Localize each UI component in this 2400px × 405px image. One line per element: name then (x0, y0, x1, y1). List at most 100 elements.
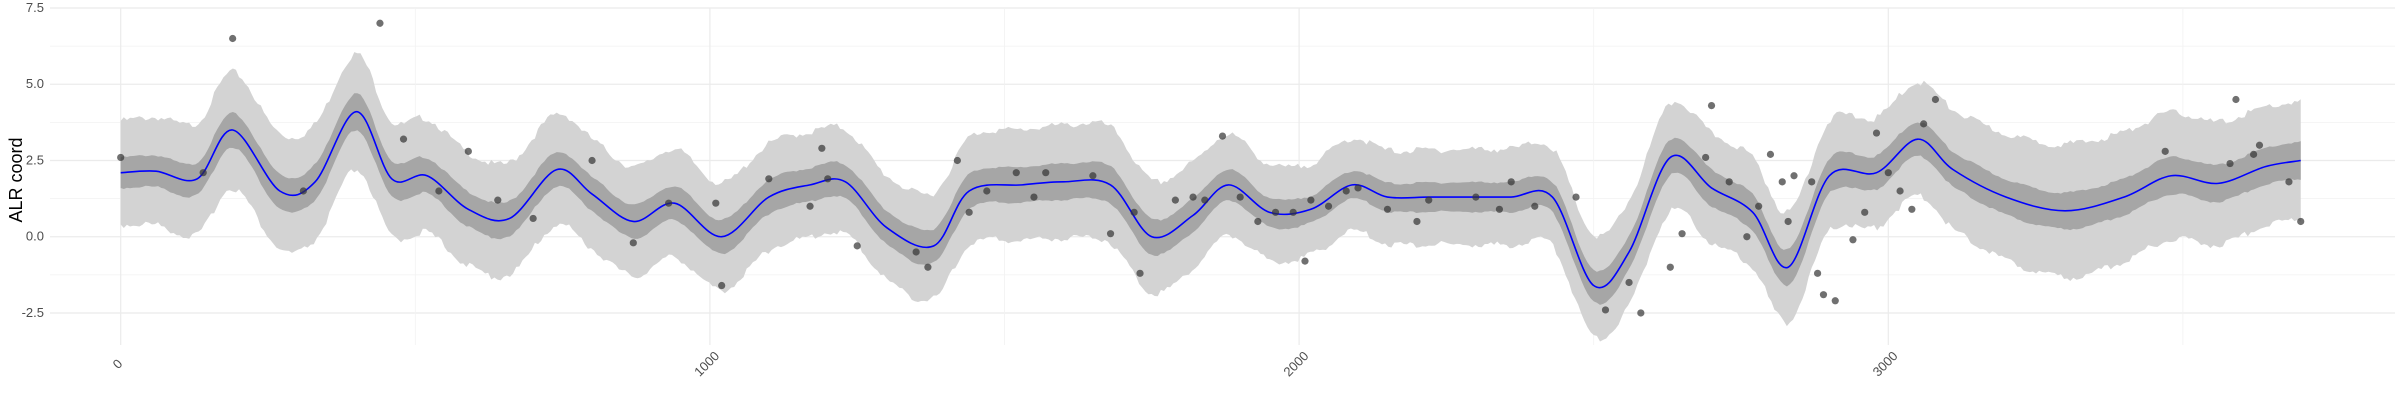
data-point (1218, 132, 1227, 140)
data-point (1755, 202, 1763, 210)
data-point (1908, 205, 1916, 213)
data-point (399, 135, 408, 143)
data-point (1012, 169, 1020, 177)
inner-uncertainty-band (120, 93, 2301, 305)
data-point (1089, 172, 1097, 180)
data-point (464, 147, 472, 155)
data-point (1495, 205, 1504, 213)
x-tick-label: 1000 (691, 348, 722, 379)
data-point (117, 153, 125, 162)
data-point (1383, 205, 1392, 213)
data-point (494, 196, 502, 204)
data-point (1872, 129, 1881, 137)
data-point (718, 281, 726, 290)
data-point (435, 187, 443, 195)
data-point (824, 175, 832, 183)
y-tick-label: 2.5 (26, 152, 44, 167)
data-point (2255, 141, 2264, 149)
data-point (1301, 257, 1309, 265)
data-point (1106, 230, 1115, 238)
data-point (806, 202, 814, 210)
data-point (1289, 208, 1297, 216)
x-axis-ticks: 0 1000 2000 3000 (110, 348, 1901, 379)
data-point (1819, 291, 1828, 299)
data-point (2226, 159, 2234, 168)
data-point (1790, 172, 1798, 180)
data-point (1813, 269, 1822, 277)
data-point (1896, 187, 1904, 195)
data-point (1189, 193, 1197, 201)
data-point (588, 156, 596, 165)
y-tick-label: 0.0 (26, 229, 44, 244)
data-point (2232, 95, 2240, 104)
data-point (1849, 236, 1857, 244)
data-point (1307, 196, 1315, 204)
data-point (2249, 150, 2258, 158)
data-point (2297, 217, 2305, 226)
y-tick-label: 7.5 (26, 0, 44, 15)
data-point (853, 242, 861, 250)
x-tick-label: 0 (110, 356, 126, 372)
data-point (1030, 193, 1038, 201)
data-point (765, 175, 773, 183)
data-point (199, 169, 207, 177)
data-point (1236, 193, 1244, 201)
data-point (953, 156, 961, 165)
data-point (1784, 217, 1792, 226)
data-point (1201, 196, 1209, 204)
data-point (1042, 169, 1050, 177)
data-point (1743, 233, 1751, 241)
data-point (818, 144, 826, 152)
data-point (1130, 208, 1138, 216)
data-point (1507, 178, 1515, 186)
data-point (1601, 306, 1610, 314)
y-tick-label: -2.5 (22, 305, 44, 320)
data-point (1625, 278, 1633, 287)
data-point (1808, 178, 1816, 186)
data-point (1342, 187, 1350, 195)
data-point (1778, 178, 1786, 186)
mean-line (120, 110, 2301, 289)
data-point (1920, 120, 1928, 128)
data-point (1861, 208, 1869, 216)
y-axis-ticks: -2.5 0.0 2.5 5.0 7.5 (22, 0, 44, 320)
data-point (229, 34, 237, 43)
data-point (1702, 153, 1710, 162)
observation-points (117, 19, 2305, 317)
data-point (1707, 101, 1716, 110)
y-axis-title: ALR coord (6, 137, 26, 222)
data-point (712, 199, 720, 207)
data-point (2161, 147, 2169, 155)
data-point (1931, 95, 1940, 104)
data-point (965, 208, 973, 216)
data-point (1324, 202, 1333, 210)
data-point (1136, 269, 1144, 277)
x-tick-label: 2000 (1280, 348, 1311, 379)
data-point (376, 19, 384, 27)
data-point (629, 239, 637, 247)
data-point (1637, 309, 1645, 317)
data-point (1271, 208, 1280, 216)
data-point (1254, 217, 1262, 226)
data-point (912, 248, 920, 256)
data-point (665, 199, 673, 207)
data-point (924, 263, 932, 271)
data-point (1678, 230, 1686, 238)
data-point (529, 214, 537, 223)
data-point (1413, 217, 1421, 226)
data-point (1572, 193, 1580, 201)
data-point (1354, 184, 1362, 192)
y-tick-label: 5.0 (26, 76, 44, 91)
data-point (2285, 178, 2293, 186)
data-point (1666, 263, 1674, 271)
data-point (1766, 150, 1775, 158)
data-point (983, 187, 991, 195)
data-point (299, 187, 307, 195)
data-point (1531, 202, 1539, 210)
mean-curve (120, 110, 2301, 289)
data-point (1425, 196, 1433, 204)
data-point (1831, 297, 1839, 305)
data-point (1171, 196, 1179, 204)
